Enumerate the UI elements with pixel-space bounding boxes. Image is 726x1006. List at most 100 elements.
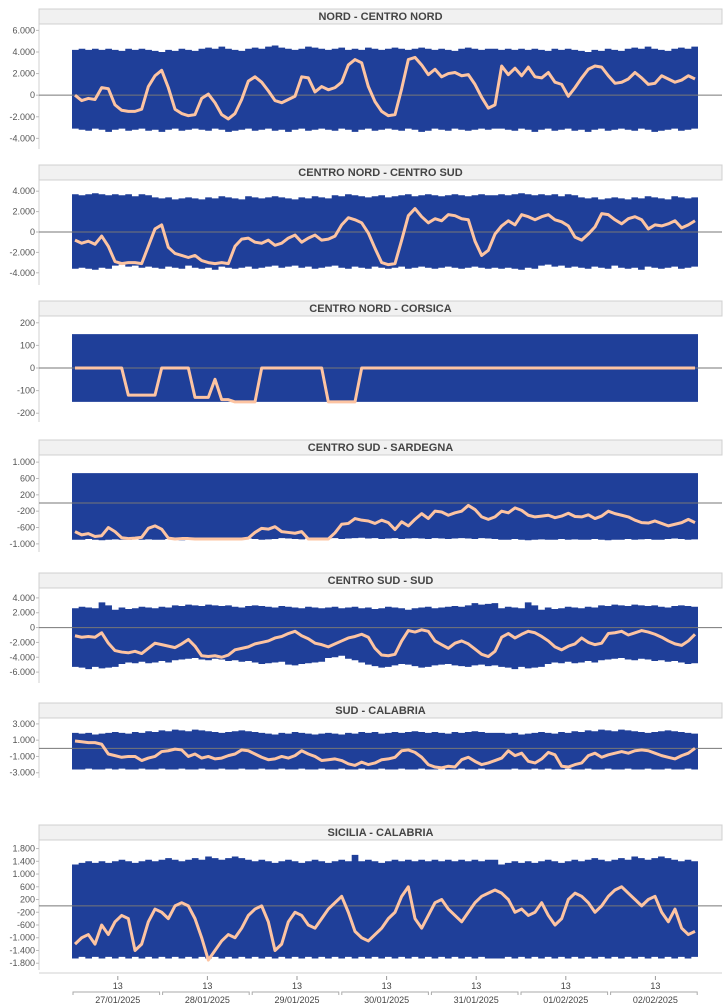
x-hour-label: 13 [382, 981, 392, 991]
panel-title-bar [38, 300, 723, 317]
y-tick-label: -600 [17, 920, 35, 930]
x-hour-label: 13 [202, 981, 212, 991]
panel-title: CENTRO NORD - CENTRO SUD [298, 167, 462, 179]
x-hour-label: 13 [113, 981, 123, 991]
y-tick-label: 1.800 [12, 844, 35, 854]
y-tick-label: -2.000 [9, 112, 35, 122]
capacity-band [72, 193, 698, 270]
panel-title-bar [38, 702, 723, 719]
y-tick-label: 1.400 [12, 856, 35, 866]
y-tick-label: 2.000 [12, 608, 35, 618]
y-tick-label: -100 [17, 386, 35, 396]
y-tick-label: -6.000 [9, 667, 35, 677]
x-hour-label: 13 [561, 981, 571, 991]
x-day-bracket [162, 991, 250, 995]
y-tick-label: -200 [17, 506, 35, 516]
x-day-label: 30/01/2025 [364, 995, 409, 1005]
x-day-label: 02/02/2025 [633, 995, 678, 1005]
x-day-bracket [72, 991, 161, 995]
y-tick-label: -2.000 [9, 247, 35, 257]
panel-title: CENTRO NORD - CORSICA [309, 303, 451, 315]
capacity-band [72, 45, 698, 132]
panel-title: CENTRO SUD - SARDEGNA [308, 442, 454, 454]
y-tick-label: -1.000 [9, 751, 35, 761]
y-tick-label: 1.000 [12, 735, 35, 745]
x-hour-label: 13 [471, 981, 481, 991]
flow-series-line [74, 503, 696, 541]
x-axis: 13 27/01/2025 13 28/01/2025 13 29/01/2025 13 30… [39, 972, 722, 1005]
flow-series-line [74, 739, 696, 770]
y-tick-label: 4.000 [12, 593, 35, 603]
x-day-label: 27/01/2025 [95, 995, 140, 1005]
capacity-band [72, 473, 698, 541]
x-day-label: 31/01/2025 [454, 995, 499, 1005]
y-tick-label: 0 [30, 623, 35, 633]
panel-title-bar [38, 439, 723, 456]
y-tick-label: 100 [20, 340, 35, 350]
y-tick-label: -200 [17, 408, 35, 418]
y-tick-label: 4.000 [12, 186, 35, 196]
panel-title-bar [38, 572, 723, 589]
x-day-bracket [341, 991, 429, 995]
y-tick-label: -2.000 [9, 637, 35, 647]
flow-series-line [74, 628, 697, 659]
chart-panel-1: NORD - CENTRO NORD 6.000 4.000 2.000 0 -2.000… [9, 8, 723, 149]
y-tick-label: 0 [30, 90, 35, 100]
x-hour-label: 13 [292, 981, 302, 991]
x-day-label: 01/02/2025 [543, 995, 588, 1005]
capacity-band [72, 854, 698, 959]
y-tick-label: -3.000 [9, 768, 35, 778]
y-tick-label: -200 [17, 907, 35, 917]
y-tick-label: 1.000 [12, 457, 35, 467]
y-tick-label: 3.000 [12, 719, 35, 729]
y-tick-label: 200 [20, 490, 35, 500]
y-tick-label: -4.000 [9, 652, 35, 662]
flow-series-line [74, 55, 696, 121]
capacity-band [72, 729, 698, 770]
y-tick-label: 0 [30, 363, 35, 373]
panel-title: NORD - CENTRO NORD [318, 11, 442, 23]
y-tick-label: 2.000 [12, 207, 35, 217]
y-tick-label: 600 [20, 882, 35, 892]
panel-title: SUD - CALABRIA [335, 705, 425, 717]
x-day-bracket [610, 991, 698, 995]
panel-title-bar [38, 824, 723, 841]
y-tick-label: 200 [20, 895, 35, 905]
panel-title: CENTRO SUD - SUD [328, 575, 434, 587]
flow-series-line [75, 366, 695, 404]
y-tick-label: 600 [20, 473, 35, 483]
x-day-bracket [251, 991, 340, 995]
y-tick-label: -1.400 [9, 945, 35, 955]
flow-series-line [74, 207, 696, 267]
panel-title-bar [38, 164, 723, 181]
y-tick-label: 200 [20, 318, 35, 328]
y-tick-label: 4.000 [12, 47, 35, 57]
capacity-band [72, 602, 698, 670]
flow-series-line [73, 885, 696, 962]
x-day-label: 28/01/2025 [185, 995, 230, 1005]
y-tick-label: -1.000 [9, 933, 35, 943]
x-day-bracket [520, 991, 609, 995]
y-tick-label: 1.000 [12, 869, 35, 879]
y-tick-label: 6.000 [12, 25, 35, 35]
chart-panel-2: CENTRO NORD - CENTRO SUD 4.000 2.000 0 -2.00… [9, 164, 723, 285]
chart-panel-5: CENTRO SUD - SUD 4.000 2.000 0 -2.000 -4.000 -… [9, 572, 723, 683]
x-day-label: 29/01/2025 [274, 995, 319, 1005]
panel-title-bar [38, 8, 723, 25]
chart-panel-7: SICILIA - CALABRIA 1.800 1.400 1.000 600 200 -… [9, 824, 723, 970]
y-tick-label: -600 [17, 523, 35, 533]
x-day-bracket [430, 991, 519, 995]
chart-panel-4: CENTRO SUD - SARDEGNA 1.000 600 200 -200 -600… [9, 439, 723, 552]
y-tick-label: -1.800 [9, 958, 35, 968]
panel-title: SICILIA - CALABRIA [328, 827, 434, 839]
chart-panel-3: CENTRO NORD - CORSICA 200 100 0 -100 -200 [17, 300, 723, 422]
chart-panel-6: SUD - CALABRIA 3.000 1.000 -1.000 -3.000 [9, 702, 723, 778]
y-tick-label: -1.000 [9, 539, 35, 549]
y-tick-label: 2.000 [12, 69, 35, 79]
x-hour-label: 13 [650, 981, 660, 991]
panels: NORD - CENTRO NORD 6.000 4.000 2.000 0 -2.000… [9, 8, 723, 970]
y-tick-label: -4.000 [9, 133, 35, 143]
y-tick-label: -4.000 [9, 268, 35, 278]
y-tick-label: 0 [30, 227, 35, 237]
